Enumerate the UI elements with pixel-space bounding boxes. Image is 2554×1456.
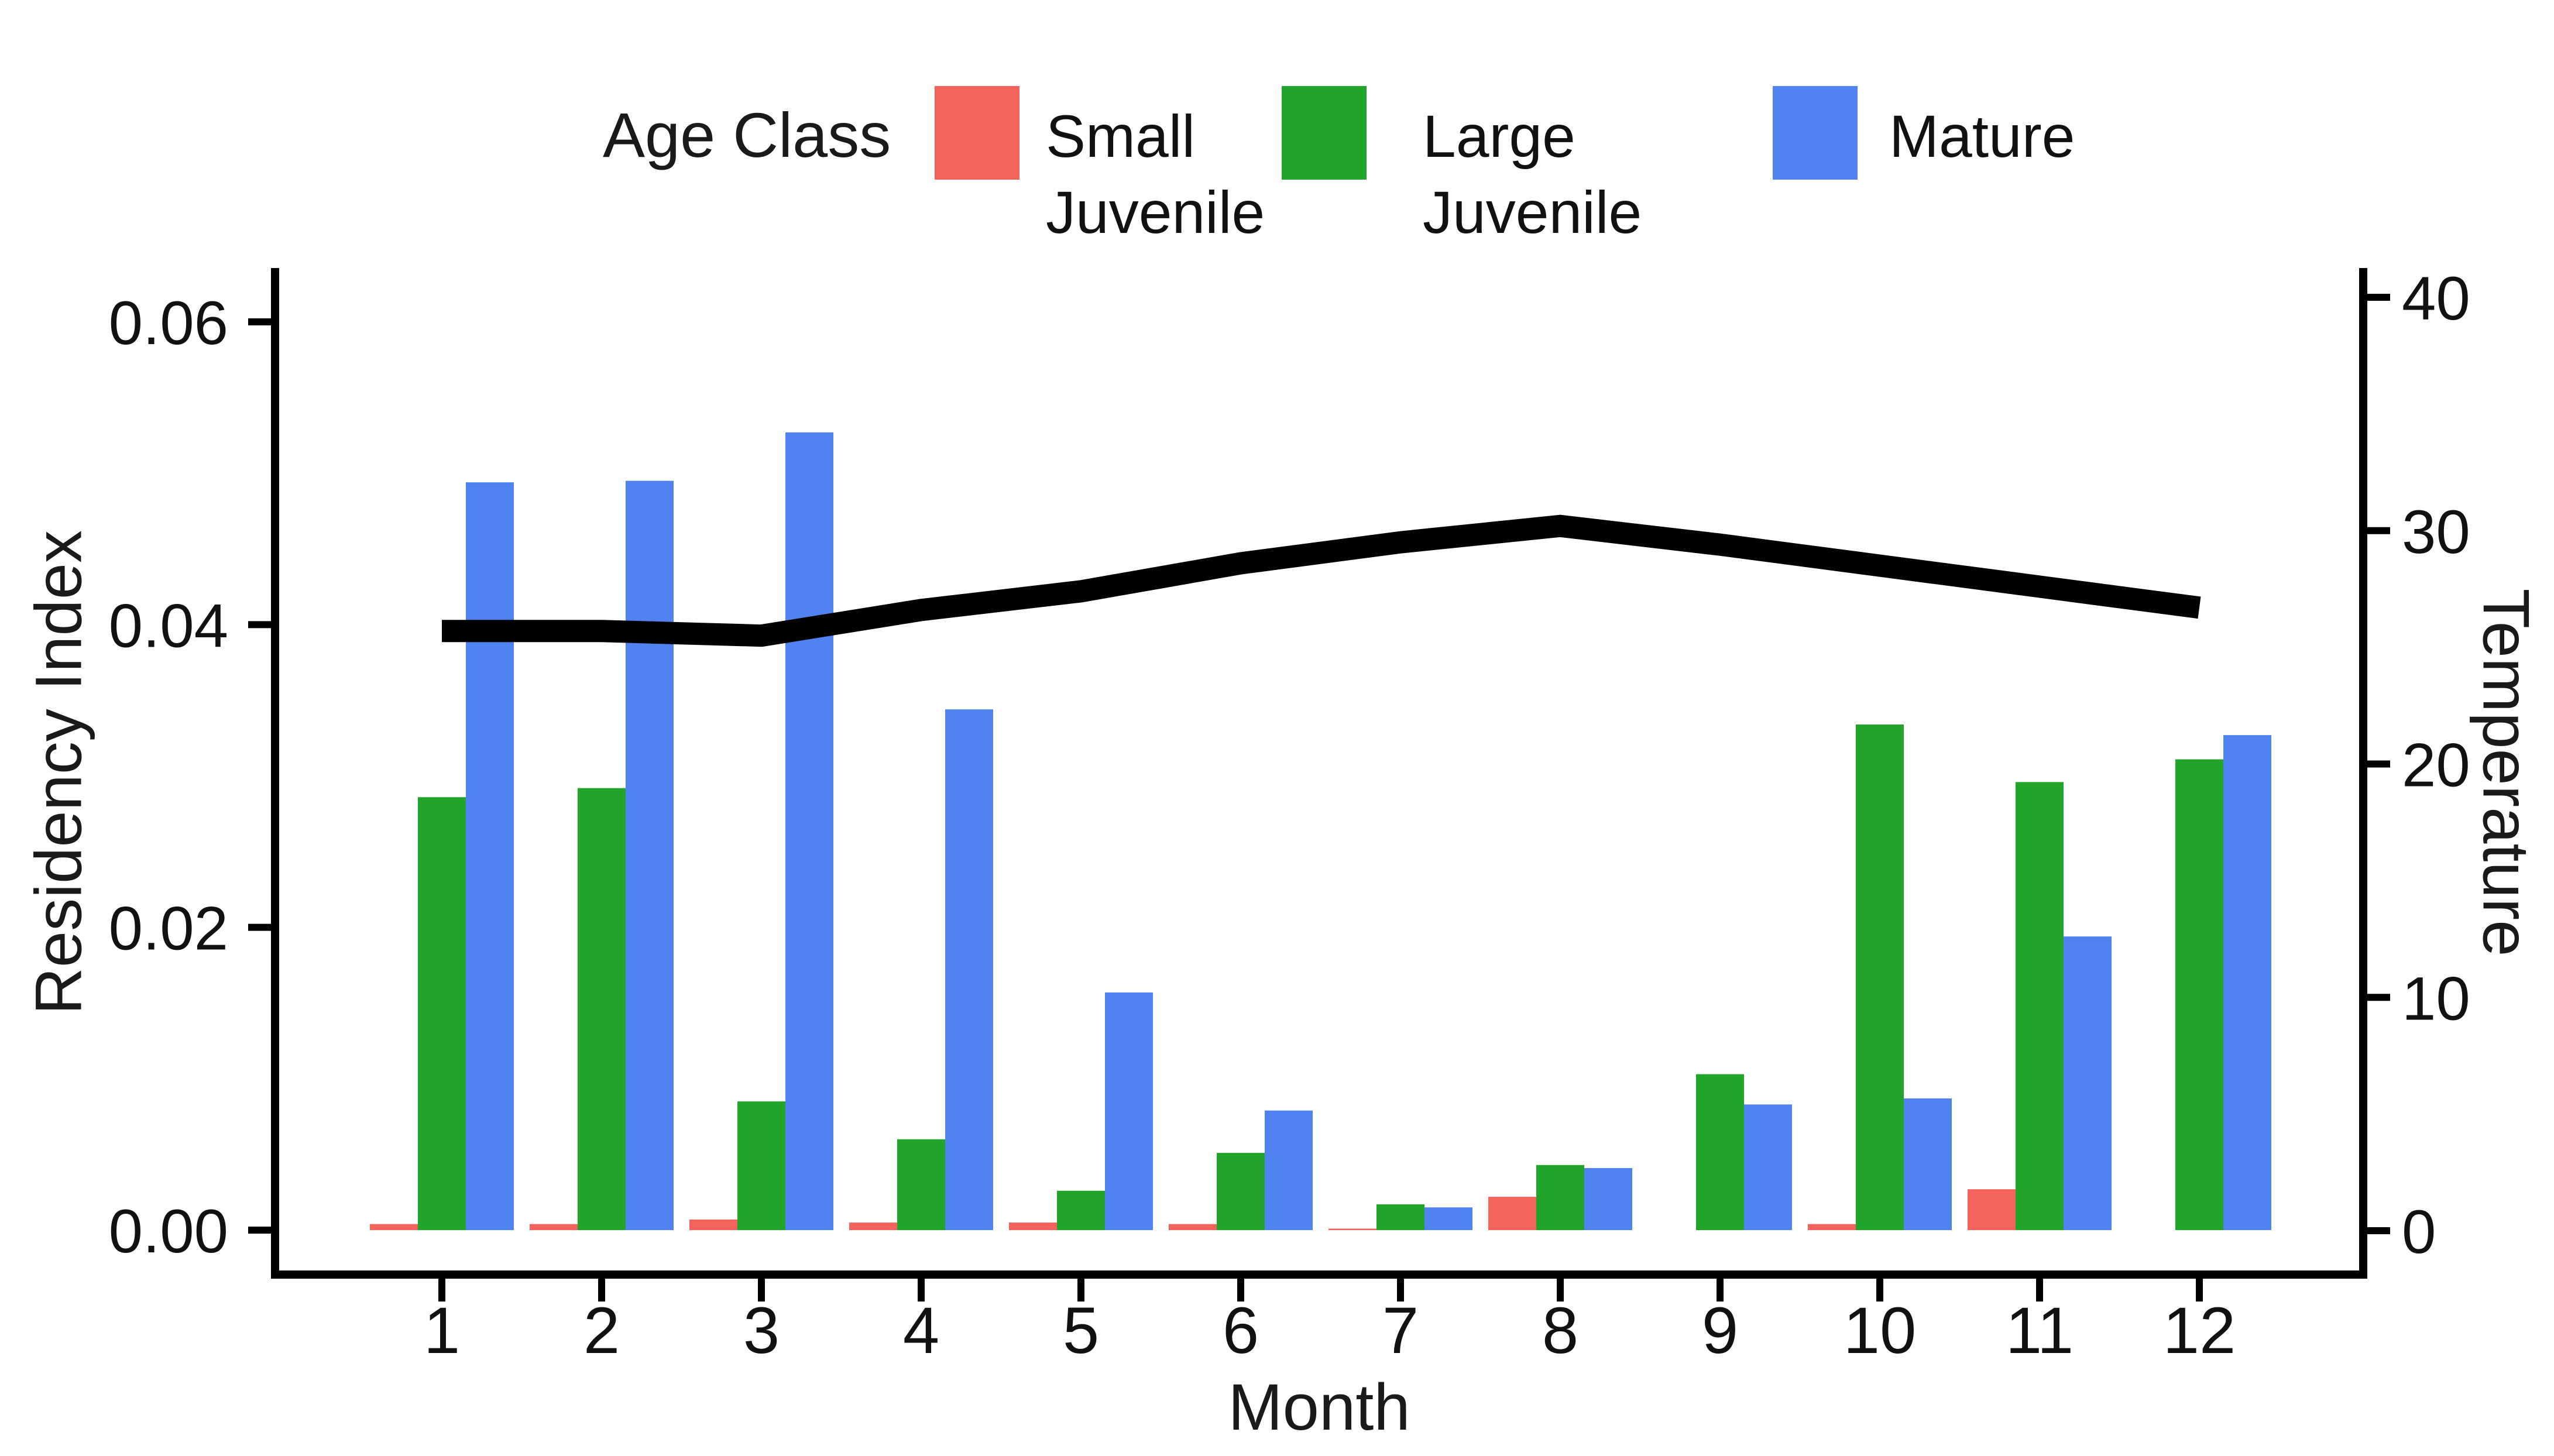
y-left-tick-label: 0.02 [109,895,228,963]
bar-mature-month-3 [785,432,833,1230]
bar-mature-month-9 [1744,1104,1792,1230]
x-tick-label: 10 [1844,1294,1917,1367]
legend-label-small-juvenile: Small Juvenile [1046,103,1265,246]
bar-small-juvenile-month-5 [1009,1223,1057,1230]
x-tick-label: 4 [903,1294,939,1367]
y-right-tick-label: 10 [2402,964,2470,1033]
bar-small-juvenile-month-6 [1169,1224,1217,1230]
x-tick-label: 12 [2163,1294,2236,1367]
bar-large-juvenile-month-9 [1696,1074,1744,1230]
legend-swatch-mature [1773,86,1858,180]
bar-mature-month-4 [945,709,993,1230]
x-axis-title: Month [1228,1371,1410,1444]
bar-small-juvenile-month-3 [689,1219,737,1230]
x-tick-label: 11 [2006,1294,2074,1367]
bar-small-juvenile-month-4 [849,1223,897,1230]
bar-large-juvenile-month-11 [2016,782,2064,1230]
bar-large-juvenile-month-7 [1376,1204,1424,1230]
bar-large-juvenile-month-3 [737,1101,785,1230]
x-tick-label: 6 [1223,1294,1259,1367]
bar-large-juvenile-month-2 [578,788,626,1230]
bar-small-juvenile-month-7 [1329,1228,1376,1230]
legend-swatch-large-juvenile [1282,86,1367,180]
bar-small-juvenile-month-8 [1488,1197,1536,1230]
bar-large-juvenile-month-12 [2175,759,2223,1230]
bar-small-juvenile-month-2 [530,1224,578,1230]
bar-large-juvenile-month-8 [1536,1165,1584,1230]
y-right-tick-label: 0 [2402,1198,2436,1266]
legend-label-mature: Mature [1889,103,2075,170]
bar-mature-month-2 [626,480,674,1230]
y-left-tick-label: 0.06 [109,289,228,358]
legend-title: Age Class [603,99,891,170]
y-right-tick-label: 30 [2402,498,2470,566]
bar-large-juvenile-month-5 [1057,1190,1105,1230]
y-axis-title-right: Temperature [2469,588,2543,957]
x-tick-label: 2 [583,1294,620,1367]
bar-small-juvenile-month-10 [1808,1224,1856,1230]
bar-large-juvenile-month-6 [1217,1153,1265,1230]
legend-swatch-small-juvenile [935,86,1019,180]
legend-label-large-juvenile: Large Juvenile [1423,103,1642,246]
temperature-line [442,514,2201,647]
y-right-tick-label: 20 [2402,732,2470,800]
y-left-tick-label: 0.04 [109,592,228,660]
bar-small-juvenile-month-1 [370,1224,418,1230]
x-tick-label: 7 [1382,1294,1419,1367]
bar-mature-month-7 [1424,1207,1472,1230]
bar-large-juvenile-month-10 [1856,724,1904,1230]
x-tick-label: 5 [1063,1294,1099,1367]
bar-mature-month-11 [2064,936,2112,1230]
x-tick-label: 3 [743,1294,780,1367]
y-left-tick-label: 0.00 [109,1197,228,1266]
bar-large-juvenile-month-4 [897,1139,945,1230]
x-tick-label: 1 [424,1294,460,1367]
x-tick-label: 8 [1542,1294,1578,1367]
x-tick-label: 9 [1702,1294,1738,1367]
bar-mature-month-10 [1904,1098,1952,1230]
bar-mature-month-8 [1584,1167,1632,1230]
bar-large-juvenile-month-1 [418,797,466,1230]
bar-mature-month-1 [466,482,514,1230]
bar-mature-month-12 [2223,735,2271,1230]
bar-small-juvenile-month-11 [1968,1189,2016,1230]
y-axis-title-left: Residency Index [22,530,95,1015]
bar-mature-month-6 [1265,1110,1313,1230]
bar-mature-month-5 [1105,992,1153,1230]
y-right-tick-label: 40 [2402,265,2470,333]
